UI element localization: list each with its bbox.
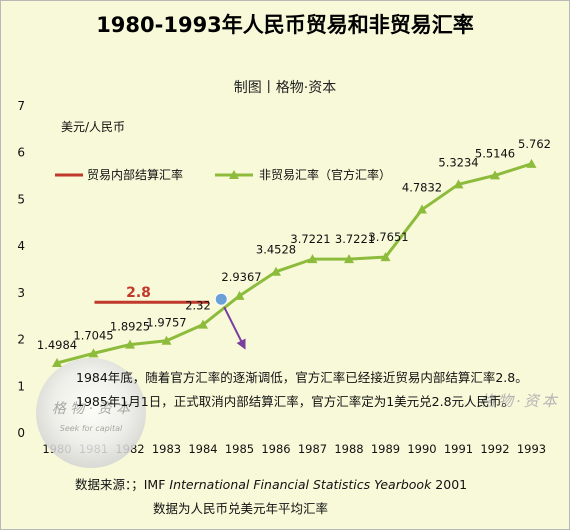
y-tick-label: 3: [17, 286, 25, 300]
watermark-seal: 格 物 · 资 本 Seek for capital: [36, 358, 146, 468]
x-tick-label: 1993: [517, 442, 546, 456]
y-axis-label: 美元/人民币: [61, 120, 126, 134]
data-label: 5.5146: [475, 146, 515, 160]
point-marker: [490, 170, 500, 180]
data-label-internal-rate: 2.8: [126, 285, 151, 301]
point-marker: [453, 179, 464, 189]
source-title: International Financial Statistics Yearb…: [169, 477, 432, 492]
y-tick-label: 1: [17, 379, 25, 393]
legend-label-internal-rate: 贸易内部结算汇率: [87, 168, 184, 182]
legend-swatch-internal-rate: [55, 173, 83, 176]
x-tick-label: 1985: [225, 442, 254, 456]
chart-subtitle: 制图丨格物·资本: [233, 80, 337, 96]
data-label: 3.7221: [335, 232, 375, 246]
point-marker: [125, 339, 135, 349]
data-label: 2.9367: [221, 270, 261, 284]
chart-title: 1980-1993年人民币贸易和非贸易汇率: [96, 13, 474, 37]
point-marker: [380, 252, 391, 262]
annotation-1985: 1985年1月1日，正式取消内部结算汇率，官方汇率定为1美元兑2.8元人民币。: [76, 394, 515, 409]
x-tick-label: 1992: [480, 442, 509, 456]
brand-logo: 格物·资本: [478, 385, 562, 415]
series-line-official-rate: [56, 162, 532, 365]
x-tick-label: 1991: [444, 442, 473, 456]
y-tick-label: 6: [17, 146, 25, 160]
point-marker: [161, 335, 172, 345]
data-label: 1.9757: [146, 316, 186, 330]
point-marker: [307, 254, 318, 264]
data-label: 1.4984: [37, 338, 77, 352]
y-tick-label: 7: [17, 99, 25, 113]
data-note: 数据为人民币兑美元年平均汇率: [153, 501, 329, 516]
data-label: 4.7832: [402, 181, 442, 195]
data-label: 3.7651: [368, 230, 408, 244]
highlight-point: [214, 292, 228, 306]
watermark-seal-subtext: Seek for capital: [59, 424, 123, 433]
source-prefix: 数据来源：；IMF: [75, 477, 170, 492]
data-label: 1.7045: [73, 328, 113, 342]
x-tick-label: 1989: [371, 442, 400, 456]
legend-item-internal-rate: 贸易内部结算汇率: [55, 166, 183, 183]
brand-logo-text: 格物·资本: [480, 391, 560, 410]
annotation-arrow: [223, 306, 246, 350]
x-tick-label: 1984: [188, 442, 217, 456]
y-tick-label: 0: [17, 426, 25, 440]
data-label: 1.8925: [110, 320, 150, 334]
point-marker: [52, 358, 62, 368]
x-tick-label: 1983: [152, 442, 181, 456]
x-tick-label: 1986: [261, 442, 290, 456]
point-marker: [198, 319, 208, 329]
y-tick-label: 5: [17, 192, 25, 206]
y-tick-label: 4: [17, 239, 25, 253]
point-marker: [344, 254, 354, 264]
point-marker: [88, 348, 99, 358]
annotation-1984: 1984年底，随着官方汇率的逐渐调低，官方汇率已经接近贸易内部结算汇率2.8。: [76, 370, 528, 385]
source-line: 数据来源：；IMF International Financial Statis…: [75, 474, 467, 493]
watermark-seal-text: 格 物 · 资 本: [51, 401, 131, 417]
x-tick-label: 1987: [298, 442, 327, 456]
x-tick-label: 1988: [334, 442, 363, 456]
y-tick-label: 2: [17, 333, 25, 347]
data-label: 3.7221: [290, 232, 330, 246]
data-label: 3.4528: [256, 243, 296, 257]
point-marker: [271, 266, 281, 276]
source-suffix: 2001: [431, 477, 468, 492]
legend-item-official-rate: 非贸易汇率（官方汇率）: [215, 166, 391, 183]
data-label: 5.3234: [438, 155, 478, 169]
point-marker: [526, 158, 537, 168]
legend-swatch-official-rate: [215, 169, 253, 179]
point-marker: [417, 204, 427, 214]
x-tick-label: 1990: [407, 442, 436, 456]
point-marker: [234, 290, 245, 300]
data-label: 2.32: [185, 299, 211, 313]
data-label: 5.762: [518, 137, 551, 151]
legend-label-official-rate: 非贸易汇率（官方汇率）: [259, 168, 392, 182]
